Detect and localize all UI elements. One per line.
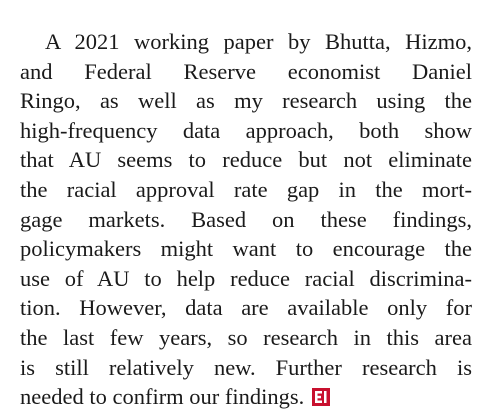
end-mark-icon: [312, 388, 331, 407]
text-line: needed to confirm our findings.: [20, 384, 305, 410]
text-line: Ringo, as well as my research using the: [20, 88, 472, 114]
text-line: that AU seems to reduce but not eliminat…: [20, 147, 472, 173]
end-mark-stroke: [315, 391, 318, 404]
text-line: use of AU to help reduce racial discrimi…: [20, 265, 472, 291]
end-mark-stroke: [315, 391, 323, 394]
end-mark-stroke: [315, 395, 322, 399]
text-line: the last few years, so research in this …: [20, 325, 472, 350]
text-line: tion. However, data are available only f…: [20, 295, 472, 321]
text-line: and Federal Reserve economist Daniel: [20, 58, 472, 84]
end-mark-stroke: [324, 391, 327, 404]
end-mark-stroke: [315, 400, 323, 404]
text-line: the racial approval rate gap in the mort…: [20, 177, 472, 202]
text-line: is still relatively new. Further researc…: [20, 354, 472, 380]
text-line: A 2021 working paper by Bhutta, Hizmo,: [45, 29, 472, 54]
text-line: high-frequency data approach, both show: [20, 117, 472, 143]
text-line: policymakers might want to encourage the: [20, 236, 472, 262]
text-line: gage markets. Based on these findings,: [20, 206, 472, 232]
